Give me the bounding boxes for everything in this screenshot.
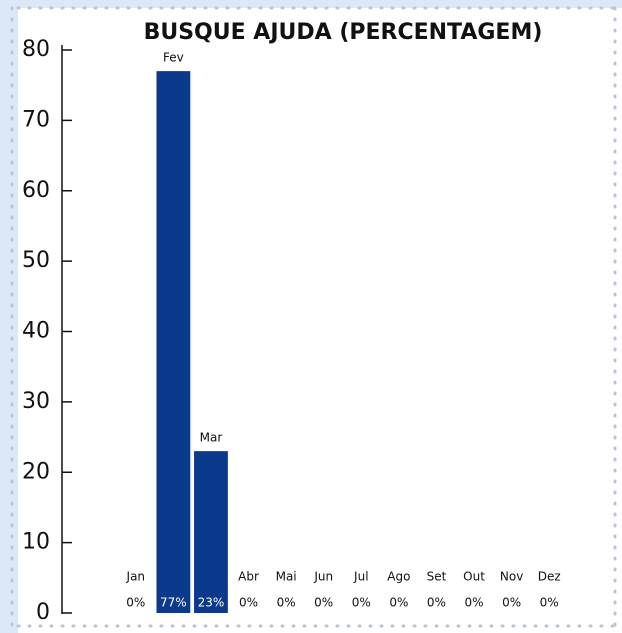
y-tick-label: 60	[22, 178, 50, 203]
category-label: Fev	[163, 51, 184, 65]
value-label: 0%	[277, 596, 296, 610]
y-tick-label: 20	[22, 459, 50, 484]
value-label: 23%	[198, 596, 225, 610]
value-label: 0%	[540, 596, 559, 610]
value-label: 0%	[427, 596, 446, 610]
y-tick-label: 70	[22, 107, 50, 132]
bar	[156, 71, 191, 614]
category-label: Ago	[387, 570, 410, 584]
y-tick-label: 30	[22, 389, 50, 414]
y-tick-label: 0	[36, 600, 50, 625]
value-label: 0%	[314, 596, 333, 610]
category-label: Set	[427, 570, 447, 584]
y-tick-label: 50	[22, 248, 50, 273]
category-label: Dez	[538, 570, 561, 584]
value-label: 77%	[160, 596, 187, 610]
category-label: Nov	[500, 570, 523, 584]
value-label: 0%	[502, 596, 521, 610]
panel	[18, 8, 622, 633]
y-tick-label: 80	[22, 37, 50, 62]
value-label: 0%	[239, 596, 258, 610]
value-label: 0%	[126, 596, 145, 610]
bar	[194, 451, 228, 613]
value-label: 0%	[465, 596, 484, 610]
category-label: Out	[463, 570, 485, 584]
chart-title: BUSQUE AJUDA (PERCENTAGEM)	[144, 20, 543, 45]
value-label: 0%	[352, 596, 371, 610]
category-label: Abr	[238, 570, 259, 584]
category-label: Mai	[276, 570, 297, 584]
value-label: 0%	[389, 596, 408, 610]
y-tick-label: 40	[22, 319, 50, 344]
category-label: Mar	[200, 431, 223, 445]
category-label: Jul	[353, 570, 368, 584]
y-tick-label: 10	[22, 530, 50, 555]
category-label: Jun	[313, 570, 333, 584]
category-label: Jan	[126, 570, 146, 584]
